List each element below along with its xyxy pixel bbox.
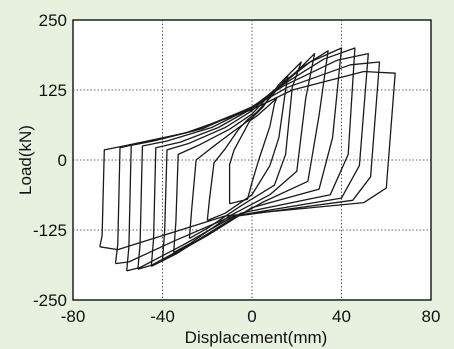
y-tick-label: 125 bbox=[39, 81, 67, 100]
x-axis-label: Displacement(mm) bbox=[185, 328, 328, 347]
hysteresis-loop-3 bbox=[188, 61, 302, 239]
y-tick-label: -250 bbox=[33, 291, 67, 310]
x-tick-label: -40 bbox=[150, 307, 175, 326]
y-tick-label: 0 bbox=[58, 151, 67, 170]
x-tick-label: 80 bbox=[422, 307, 441, 326]
hysteresis-loop-6 bbox=[150, 47, 343, 267]
y-axis-label: Load(kN) bbox=[16, 125, 35, 195]
x-tick-label: -80 bbox=[61, 307, 86, 326]
y-tick-label: -125 bbox=[33, 221, 67, 240]
hysteresis-loop-1 bbox=[228, 97, 278, 205]
hysteresis-loops bbox=[99, 47, 396, 272]
hysteresis-loop-10 bbox=[99, 70, 396, 251]
hysteresis-loop-7 bbox=[137, 47, 356, 270]
grid-lines bbox=[73, 20, 431, 300]
y-tick-label: 250 bbox=[39, 11, 67, 30]
hysteresis-loop-9 bbox=[114, 61, 381, 265]
tick-labels: -80 -40 0 40 80 250 125 0 -125 -250 bbox=[33, 11, 440, 326]
x-tick-label: 40 bbox=[332, 307, 351, 326]
x-tick-label: 0 bbox=[247, 307, 256, 326]
